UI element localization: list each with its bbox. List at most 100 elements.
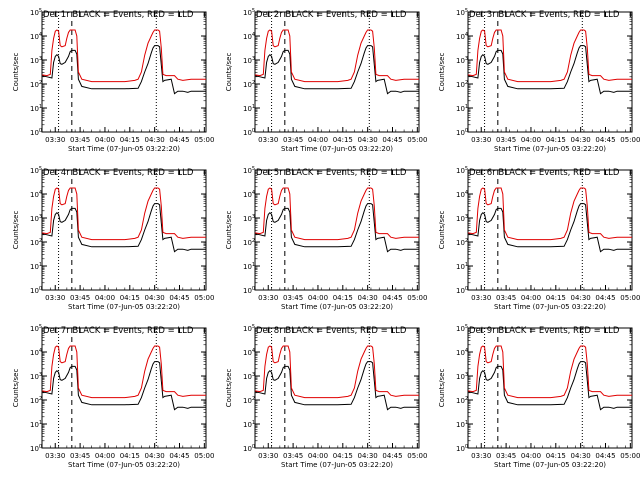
series-line-events	[467, 361, 632, 411]
y-axis-label: Counts/sec	[438, 369, 446, 408]
y-axis-label: Counts/sec	[12, 53, 20, 92]
y-axis-label: Counts/sec	[225, 53, 233, 92]
y-tick-label: 105	[30, 8, 42, 17]
x-tick-label: 04:45	[169, 452, 189, 460]
y-tick-label: 101	[243, 104, 255, 113]
x-tick-label: 04:30	[571, 294, 591, 302]
y-tick-label: 101	[30, 104, 42, 113]
y-tick-label: 103	[456, 214, 468, 223]
x-tick-label: 04:30	[358, 136, 378, 144]
x-tick-label: 04:00	[521, 294, 541, 302]
x-axis-label: Start Time (07-Jun-05 03:22:20)	[494, 303, 606, 311]
x-tick-label: 03:30	[258, 452, 278, 460]
y-tick-label: 100	[456, 444, 468, 453]
y-axis-label: Counts/sec	[225, 211, 233, 250]
x-tick-label: 03:45	[70, 452, 90, 460]
plot-frame	[467, 327, 633, 449]
x-tick-label: 04:00	[95, 452, 115, 460]
x-tick-label: 03:45	[283, 452, 303, 460]
detector-panel-3: Det 3r BLACK = Events, RED = LLD 100 101 10…	[438, 8, 640, 153]
y-tick-label: 100	[243, 286, 255, 295]
detector-panel-6: Det 6r BLACK = Events, RED = LLD 100 101 10…	[438, 166, 640, 311]
y-tick-label: 105	[243, 8, 255, 17]
y-tick-label: 100	[456, 286, 468, 295]
x-tick-label: 04:45	[169, 294, 189, 302]
x-tick-label: 04:45	[169, 136, 189, 144]
y-tick-label: 104	[456, 190, 468, 199]
y-tick-label: 102	[30, 238, 42, 247]
y-tick-label: 102	[243, 80, 255, 89]
x-tick-label: 03:45	[496, 452, 516, 460]
chart-title: Det 2r BLACK = Events, RED = LLD	[256, 10, 407, 20]
plot-frame	[41, 169, 207, 291]
y-tick-label: 103	[30, 372, 42, 381]
series-line-events	[41, 203, 206, 253]
x-tick-label: 05:00	[407, 294, 427, 302]
x-tick-label: 04:45	[382, 452, 402, 460]
y-tick-label: 102	[456, 238, 468, 247]
y-tick-label: 104	[30, 190, 42, 199]
series-line-lld	[41, 187, 206, 241]
series-line-lld	[41, 29, 206, 83]
detector-panel-8: Det 8r BLACK = Events, RED = LLD 100 101 10…	[225, 324, 427, 469]
x-tick-label: 03:45	[283, 136, 303, 144]
x-tick-label: 03:45	[283, 294, 303, 302]
y-tick-label: 105	[30, 324, 42, 333]
x-tick-label: 05:00	[194, 294, 214, 302]
x-tick-label: 03:45	[70, 136, 90, 144]
x-tick-label: 03:45	[70, 294, 90, 302]
plot-frame	[467, 169, 633, 291]
y-tick-label: 103	[243, 56, 255, 65]
x-tick-label: 05:00	[407, 136, 427, 144]
series-line-events	[41, 361, 206, 411]
plot-frame	[254, 11, 420, 133]
series-line-lld	[467, 187, 632, 241]
x-tick-label: 04:45	[382, 136, 402, 144]
x-tick-label: 03:45	[496, 136, 516, 144]
y-tick-label: 104	[30, 348, 42, 357]
x-tick-label: 04:00	[308, 136, 328, 144]
series-line-lld	[254, 345, 419, 399]
y-tick-label: 105	[456, 8, 468, 17]
plot-frame	[41, 327, 207, 449]
x-tick-label: 03:30	[471, 136, 491, 144]
x-axis-label: Start Time (07-Jun-05 03:22:20)	[281, 303, 393, 311]
y-axis-label: Counts/sec	[12, 211, 20, 250]
x-tick-label: 05:00	[194, 136, 214, 144]
y-tick-label: 104	[243, 32, 255, 41]
x-tick-label: 05:00	[194, 452, 214, 460]
y-tick-label: 102	[30, 396, 42, 405]
series-line-events	[254, 45, 419, 95]
series-line-events	[254, 203, 419, 253]
y-tick-label: 101	[243, 262, 255, 271]
y-tick-label: 100	[456, 128, 468, 137]
y-tick-label: 104	[243, 190, 255, 199]
y-tick-label: 105	[243, 324, 255, 333]
x-tick-label: 04:30	[571, 136, 591, 144]
x-tick-label: 04:30	[358, 294, 378, 302]
y-axis-label: Counts/sec	[438, 211, 446, 250]
plot-frame	[254, 169, 420, 291]
detector-panel-1: Det 1r BLACK = Events, RED = LLD 100 101 10…	[12, 8, 214, 153]
y-tick-label: 100	[30, 286, 42, 295]
y-tick-label: 101	[456, 104, 468, 113]
y-tick-label: 102	[456, 396, 468, 405]
x-axis-label: Start Time (07-Jun-05 03:22:20)	[281, 145, 393, 153]
series-line-events	[467, 45, 632, 95]
y-tick-label: 100	[30, 444, 42, 453]
y-tick-label: 104	[243, 348, 255, 357]
detector-panel-4: Det 4r BLACK = Events, RED = LLD 100 101 10…	[12, 166, 214, 311]
x-tick-label: 04:00	[95, 136, 115, 144]
x-tick-label: 04:45	[595, 452, 615, 460]
y-axis-label: Counts/sec	[12, 369, 20, 408]
y-tick-label: 100	[243, 128, 255, 137]
chart-title: Det 7r BLACK = Events, RED = LLD	[43, 326, 194, 336]
y-tick-label: 103	[243, 372, 255, 381]
x-tick-label: 03:45	[496, 294, 516, 302]
detector-panel-5: Det 5r BLACK = Events, RED = LLD 100 101 10…	[225, 166, 427, 311]
x-axis-label: Start Time (07-Jun-05 03:22:20)	[68, 303, 180, 311]
y-tick-label: 103	[30, 56, 42, 65]
y-tick-label: 105	[30, 166, 42, 175]
